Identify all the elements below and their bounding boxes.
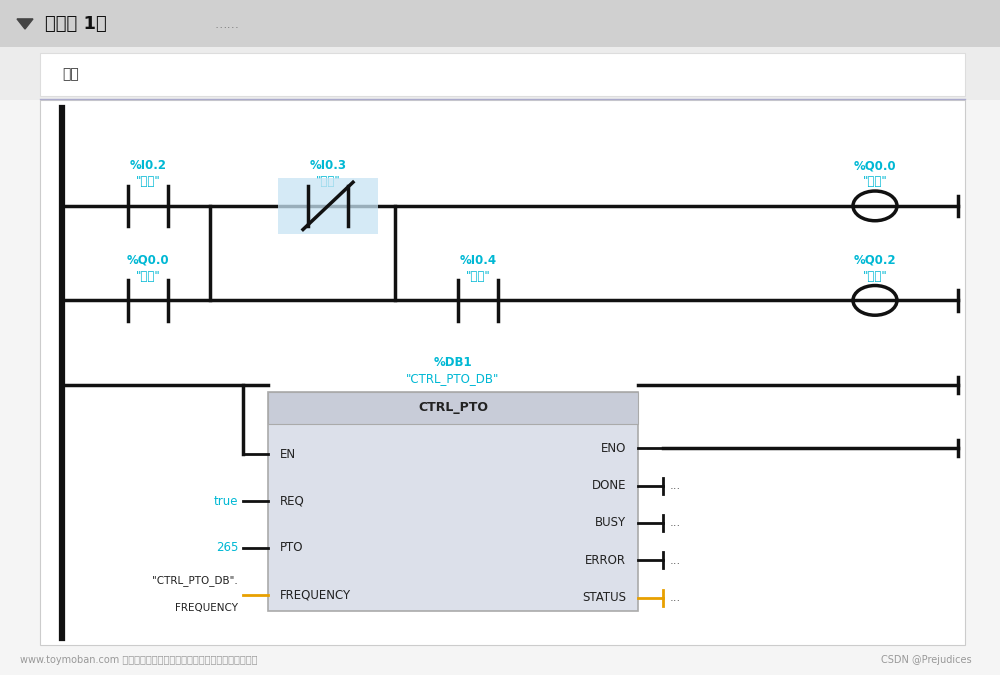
Text: "停止": "停止" (316, 176, 340, 188)
Text: www.toymoban.com 网络图片仅供展示，非存储，如有侵权请联系删除。: www.toymoban.com 网络图片仅供展示，非存储，如有侵权请联系删除。 (20, 655, 258, 665)
Text: %Q0.0: %Q0.0 (127, 254, 169, 267)
Text: ...: ... (670, 591, 681, 604)
Text: 程序段 1：: 程序段 1： (45, 16, 107, 33)
Text: "CTRL_PTO_DB".: "CTRL_PTO_DB". (152, 576, 238, 587)
Text: CSDN @Prejudices: CSDN @Prejudices (881, 655, 972, 665)
FancyBboxPatch shape (268, 392, 638, 611)
FancyBboxPatch shape (268, 392, 638, 424)
FancyBboxPatch shape (278, 178, 378, 234)
Text: 265: 265 (216, 541, 238, 554)
Text: ……: …… (215, 18, 240, 31)
Text: "小灯": "小灯" (136, 270, 160, 283)
Text: 注释: 注释 (62, 68, 79, 81)
Text: "反转": "反转" (863, 270, 887, 283)
Text: %Q0.0: %Q0.0 (854, 159, 896, 172)
Text: %I0.3: %I0.3 (310, 159, 347, 172)
FancyBboxPatch shape (0, 0, 1000, 47)
Text: ...: ... (670, 479, 681, 492)
Text: BUSY: BUSY (595, 516, 626, 529)
Text: "小灯": "小灯" (863, 176, 887, 188)
Text: "换向": "换向" (466, 270, 490, 283)
Text: "CTRL_PTO_DB": "CTRL_PTO_DB" (406, 372, 500, 385)
FancyBboxPatch shape (0, 47, 1000, 100)
Text: STATUS: STATUS (582, 591, 626, 604)
Text: FREQUENCY: FREQUENCY (280, 588, 351, 601)
Text: EN: EN (280, 448, 296, 461)
FancyBboxPatch shape (40, 53, 965, 96)
Text: ENO: ENO (601, 441, 626, 455)
Text: %I0.4: %I0.4 (459, 254, 497, 267)
Text: ...: ... (670, 516, 681, 529)
Text: CTRL_PTO: CTRL_PTO (418, 401, 488, 414)
Polygon shape (17, 19, 33, 29)
FancyBboxPatch shape (40, 100, 965, 645)
Text: FREQUENCY: FREQUENCY (175, 603, 238, 613)
Text: REQ: REQ (280, 495, 305, 508)
Text: PTO: PTO (280, 541, 304, 554)
Text: DONE: DONE (592, 479, 626, 492)
Text: ERROR: ERROR (585, 554, 626, 567)
Text: %DB1: %DB1 (434, 356, 472, 369)
Text: true: true (214, 495, 238, 508)
Text: %Q0.2: %Q0.2 (854, 254, 896, 267)
Text: ...: ... (670, 554, 681, 567)
Text: %I0.2: %I0.2 (130, 159, 166, 172)
Text: "启动": "启动" (136, 176, 160, 188)
